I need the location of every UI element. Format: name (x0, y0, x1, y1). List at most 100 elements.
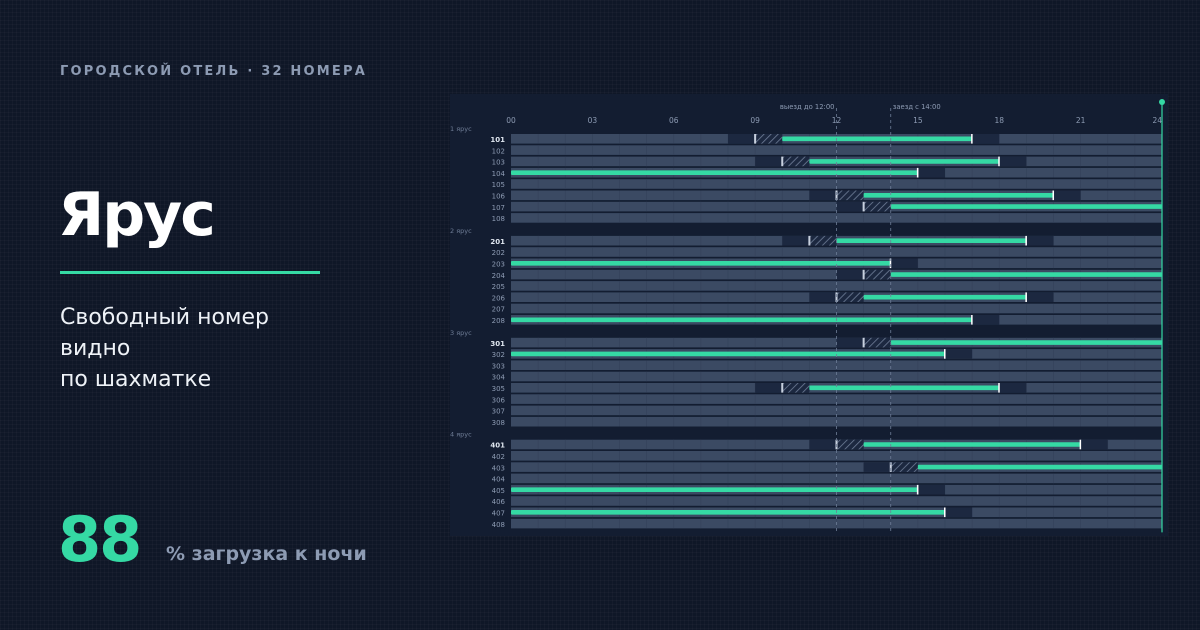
cleaning-block (918, 167, 945, 178)
cleaning-block (891, 258, 918, 269)
cleaning-block (728, 134, 756, 144)
booking-end-marker (1052, 190, 1055, 201)
checkout-marker (781, 383, 784, 393)
hour-tick-label: 03 (588, 116, 598, 125)
room-number: 406 (492, 498, 506, 506)
turnover-hatch (836, 439, 864, 450)
booking-end-marker (971, 134, 973, 144)
booking-bar[interactable] (511, 317, 973, 323)
cleaning-block (809, 190, 837, 201)
booking-bar[interactable] (890, 204, 1162, 209)
booking-bar[interactable] (890, 272, 1162, 277)
booking-bar[interactable] (511, 510, 945, 515)
room-number: 402 (492, 453, 505, 461)
booking-end-marker (1025, 292, 1027, 302)
booking-end-marker (998, 156, 1000, 167)
room-number: 401 (490, 442, 505, 450)
room-number: 408 (492, 521, 505, 529)
checkout-marker (835, 190, 838, 201)
room-number: 203 (492, 261, 505, 269)
checkout-marker (781, 156, 784, 167)
booking-bar[interactable] (809, 159, 1000, 164)
booking-end-marker (998, 383, 1000, 393)
floor-label: 2 ярус (450, 227, 472, 235)
booking-bar[interactable] (809, 385, 1000, 391)
room-number: 102 (492, 147, 505, 155)
room-number: 404 (492, 476, 506, 484)
checkout-marker (862, 269, 865, 280)
hour-tick-label: 06 (669, 116, 679, 125)
room-number: 108 (492, 215, 505, 223)
room-number: 207 (492, 306, 505, 314)
eyebrow-label: ГОРОДСКОЙ ОТЕЛЬ · 32 НОМЕРА (60, 64, 367, 79)
cleaning-block (999, 156, 1027, 167)
booking-bar[interactable] (511, 487, 918, 492)
checkout-marker (754, 134, 757, 144)
hour-tick-label: 15 (913, 116, 923, 125)
room-number: 205 (492, 283, 505, 291)
booking-end-marker (916, 167, 919, 178)
checkout-marker (889, 462, 892, 472)
floor-label: 1 ярус (450, 125, 472, 133)
booking-bar[interactable] (511, 351, 945, 357)
turnover-hatch (863, 337, 891, 348)
cleaning-block (836, 337, 864, 348)
room-number: 304 (492, 374, 506, 382)
cleaning-block (782, 235, 810, 246)
now-dot (1159, 99, 1165, 105)
booking-bar[interactable] (917, 464, 1162, 470)
room-number: 407 (492, 510, 505, 518)
room-number: 301 (490, 340, 505, 348)
cleaning-block (863, 462, 891, 472)
cleaning-block (836, 269, 864, 280)
room-number: 303 (492, 362, 505, 370)
checkout-time-label: выезд до 12:00 (780, 103, 835, 111)
booking-bar[interactable] (863, 294, 1027, 300)
cleaning-block (999, 383, 1027, 393)
room-number: 201 (490, 238, 505, 246)
booking-bar[interactable] (890, 340, 1162, 345)
turnover-hatch (782, 156, 810, 167)
booking-bar[interactable] (511, 170, 918, 175)
floor-label: 4 ярус (450, 431, 472, 439)
hour-tick-label: 18 (994, 116, 1004, 125)
booking-end-marker (944, 507, 946, 518)
booking-bar[interactable] (836, 238, 1027, 243)
occupancy-value: 88 (58, 503, 142, 576)
room-number: 307 (492, 408, 505, 416)
checkout-marker (862, 337, 865, 348)
turnover-hatch (782, 383, 810, 393)
booking-bar[interactable] (863, 442, 1081, 447)
cleaning-block (809, 439, 837, 450)
cleaning-block (1081, 439, 1108, 450)
booking-end-marker (916, 484, 919, 495)
room-number: 101 (490, 136, 505, 144)
checkout-marker (808, 235, 811, 246)
checkout-marker (862, 201, 865, 212)
cleaning-block (755, 383, 783, 393)
turnover-hatch (863, 201, 891, 212)
tagline-line: видно (60, 336, 131, 361)
room-number: 103 (492, 159, 505, 167)
booking-bar[interactable] (863, 193, 1054, 198)
turnover-hatch (863, 269, 891, 280)
hour-tick-label: 09 (750, 116, 760, 125)
turnover-hatch (755, 134, 783, 144)
room-number: 206 (492, 294, 506, 302)
booking-end-marker (971, 315, 973, 325)
room-number: 104 (492, 170, 506, 178)
booking-end-marker (944, 349, 946, 359)
turnover-hatch (809, 235, 837, 246)
turnover-hatch (836, 292, 864, 302)
room-number: 204 (492, 272, 506, 280)
room-number: 107 (492, 204, 505, 212)
cleaning-block (945, 349, 973, 359)
cleaning-block (755, 156, 783, 167)
booking-end-marker (1025, 235, 1027, 246)
room-number: 202 (492, 249, 505, 257)
booking-bar[interactable] (782, 136, 973, 142)
accent-divider (60, 271, 320, 274)
checkin-time-label: заезд с 14:00 (893, 103, 941, 111)
room-number: 305 (492, 385, 505, 393)
booking-bar[interactable] (511, 261, 891, 266)
